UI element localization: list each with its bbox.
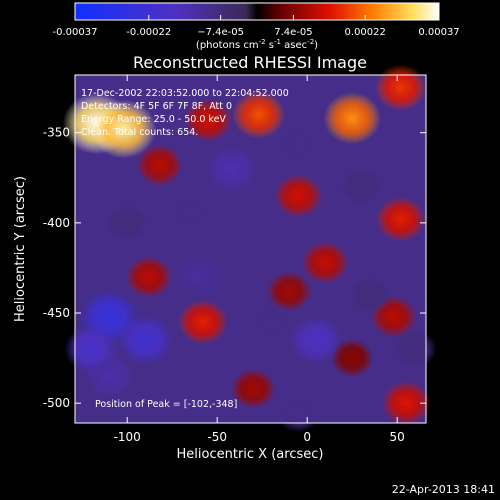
- y-tick-label: -400: [43, 216, 70, 230]
- colorbar-tick-label: 7.4e-05: [274, 27, 312, 38]
- heatmap-blob: [85, 354, 134, 398]
- footer-timestamp: 22-Apr-2013 18:41: [392, 483, 495, 496]
- colorbar-tick-label: -0.00037: [53, 27, 98, 38]
- heatmap-blob: [105, 203, 149, 243]
- heatmap-blob: [375, 196, 426, 242]
- annotation-block: 17-Dec-2002 22:03:52.000 to 22:04:52.000…: [81, 88, 289, 138]
- y-tick-label: -350: [43, 126, 70, 140]
- heatmap-blob: [275, 392, 321, 433]
- y-tick-label: -500: [43, 396, 70, 410]
- heatmap-blob: [266, 271, 312, 312]
- heatmap-blob: [230, 368, 276, 409]
- heatmap-blob: [393, 329, 437, 369]
- heatmap-blob: [167, 193, 213, 234]
- annotation-total-counts: Clean. Total counts: 654.: [81, 127, 198, 138]
- colorbar-strip: [74, 2, 440, 21]
- plot-title: Reconstructed RHESSI Image: [133, 53, 367, 72]
- y-tick-label: -450: [43, 306, 70, 320]
- heatmap-blob: [207, 146, 257, 191]
- y-axis-title: Heliocentric Y (arcsec): [13, 176, 28, 322]
- plot-frame: [74, 74, 427, 424]
- heatmap-blob: [301, 241, 349, 284]
- heatmap-blob: [248, 301, 294, 343]
- annotation-time-range: 17-Dec-2002 22:03:52.000 to 22:04:52.000: [81, 88, 289, 99]
- axis-ticks: -100 -50 0 50-350-400-450-500: [43, 75, 426, 444]
- colorbar-tick-label: 0.00037: [418, 27, 459, 38]
- heatmap-blob: [290, 316, 342, 364]
- x-axis-title: Heliocentric X (arcsec): [177, 447, 324, 462]
- heatmap-blob: [323, 92, 382, 145]
- colorbar-units-label: (photons cm-2 s-1 asec-2): [196, 38, 318, 51]
- heatmap-blob: [339, 167, 383, 207]
- x-tick-label: 0: [303, 430, 311, 444]
- heatmap-blob: [348, 275, 392, 315]
- heatmap-blob: [176, 256, 223, 298]
- heatmap-blob: [184, 98, 233, 142]
- heatmap-blob: [136, 144, 183, 187]
- heatmap-blob: [90, 99, 157, 159]
- heatmap-blob: [177, 299, 228, 345]
- peak-position-label: Position of Peak = [-102,-348]: [95, 399, 237, 410]
- heatmap-blob: [274, 174, 323, 218]
- heatmap-image: [62, 64, 437, 433]
- annotation-detectors: Detectors: 4F 5F 6F 7F 8F, Att 0: [81, 101, 232, 112]
- heatmap-blob: [231, 90, 286, 139]
- x-tick-label: -100: [114, 430, 141, 444]
- colorbar-ticks: -0.00037 -0.00022 −7.4e-05 7.4e-05 0.00022 0.…: [53, 15, 460, 38]
- annotation-energy-range: Energy Range: 25.0 - 50.0 keV: [81, 114, 226, 125]
- heatmap-blob: [375, 64, 427, 111]
- colorbar-tick-label: -0.00022: [126, 27, 171, 38]
- heatmap-blob: [125, 256, 172, 298]
- heatmap-blob: [330, 338, 374, 378]
- colorbar-tick-label: 0.00022: [345, 27, 386, 38]
- colorbar-tick-label: −7.4e-05: [197, 27, 244, 38]
- x-tick-label: 50: [390, 430, 405, 444]
- heatmap-blob: [381, 381, 431, 426]
- heatmap-blob: [275, 123, 321, 164]
- x-tick-label: -50: [207, 430, 227, 444]
- colorbar: -0.00037 -0.00022 −7.4e-05 7.4e-05 0.00022 0.…: [53, 2, 460, 51]
- heatmap-blob: [117, 315, 173, 365]
